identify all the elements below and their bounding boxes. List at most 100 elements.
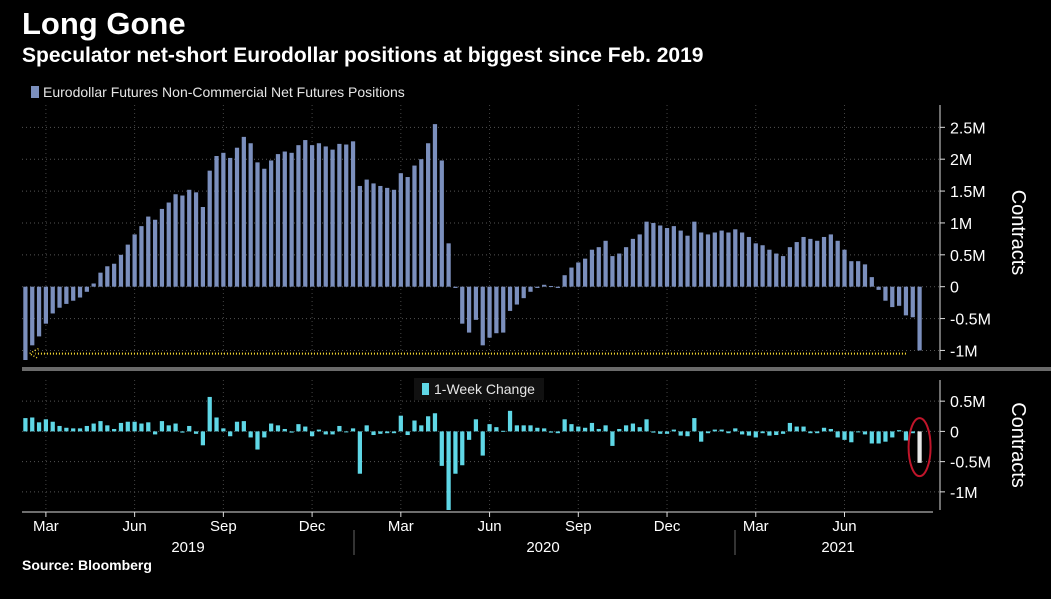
bar-change: [569, 424, 574, 432]
bar-change: [405, 431, 410, 436]
bar-change: [23, 418, 28, 432]
bar-positions: [856, 261, 861, 287]
source-note: Source: Bloomberg: [22, 557, 152, 573]
bar-change: [658, 431, 663, 434]
bar-change: [426, 416, 431, 432]
bar-positions: [630, 238, 636, 287]
bar-positions: [180, 195, 185, 287]
bar-change: [112, 428, 117, 432]
chart-title: Long Gone: [22, 6, 186, 41]
bar-change: [774, 431, 779, 436]
bar-change: [876, 431, 881, 444]
bar-positions: [357, 185, 362, 287]
bar-positions: [685, 235, 690, 287]
bar-change: [282, 428, 287, 432]
bar-positions: [275, 154, 281, 287]
bar-change: [323, 431, 328, 435]
bar-change: [309, 431, 315, 437]
bar-positions: [398, 173, 403, 287]
bar-positions: [521, 286, 526, 299]
bar-change: [808, 431, 813, 434]
chart-subtitle: Speculator net-short Eurodollar position…: [22, 44, 704, 67]
bar-positions: [896, 286, 902, 306]
y-tick-label-positions: 0.5M: [950, 248, 986, 265]
bar-change: [856, 431, 861, 433]
bar-positions: [262, 168, 267, 287]
bar-positions: [193, 192, 199, 287]
bar-change: [828, 428, 833, 432]
bar-change: [896, 430, 902, 432]
x-tick-label: Jun: [477, 518, 501, 535]
bar-positions: [337, 143, 342, 287]
bar-change: [917, 431, 922, 463]
bar-positions: [535, 286, 540, 288]
legend-swatch-positions: [31, 86, 39, 98]
bar-positions: [542, 284, 547, 287]
bar-positions: [664, 228, 670, 287]
bar-positions: [849, 261, 854, 287]
bar-change: [521, 425, 526, 432]
bar-positions: [589, 249, 595, 287]
bar-change: [152, 431, 158, 435]
bar-change: [589, 422, 595, 432]
bar-change: [71, 428, 76, 432]
bar-positions: [166, 202, 171, 287]
x-tick-label: Mar: [388, 518, 414, 535]
bar-change: [344, 431, 349, 433]
bar-change: [705, 431, 711, 434]
bar-positions: [214, 156, 219, 287]
y-tick-label-change: 0: [950, 424, 959, 441]
bar-change: [726, 431, 731, 434]
bar-change: [166, 425, 171, 432]
bar-change: [664, 431, 670, 434]
bar-positions: [692, 221, 697, 287]
panel-separator: [22, 367, 1051, 371]
bar-change: [255, 431, 260, 450]
bar-change: [501, 430, 506, 432]
bar-change: [398, 415, 403, 432]
bar-change: [77, 428, 83, 432]
bar-positions: [876, 286, 881, 290]
bar-positions: [439, 160, 444, 287]
bar-positions: [255, 162, 260, 287]
bar-positions: [419, 159, 424, 287]
bar-change: [890, 431, 895, 438]
x-tick-label: Dec: [654, 518, 681, 535]
bar-positions: [391, 189, 397, 287]
bar-positions: [146, 216, 151, 287]
bar-positions: [64, 286, 69, 304]
bar-positions: [733, 229, 738, 287]
bar-change: [617, 428, 622, 432]
bar-change: [173, 423, 178, 432]
bar-positions: [555, 286, 560, 288]
bar-positions: [132, 234, 137, 287]
bar-change: [385, 431, 390, 434]
bar-change: [316, 429, 322, 432]
bar-positions: [603, 240, 608, 287]
bar-positions: [903, 286, 909, 316]
bar-positions: [289, 152, 294, 287]
bar-positions: [303, 140, 308, 287]
x-tick-label: Jun: [832, 518, 856, 535]
bar-positions: [316, 143, 322, 287]
bar-change: [719, 429, 724, 432]
bar-change: [815, 431, 820, 434]
bar-positions: [821, 236, 827, 287]
bar-change: [453, 431, 458, 474]
bar-change: [753, 431, 758, 438]
bar-positions: [712, 232, 717, 287]
bar-change: [644, 419, 649, 432]
year-label: 2020: [526, 539, 559, 556]
bar-change: [64, 427, 69, 432]
y-tick-label-positions: -0.5M: [950, 312, 991, 329]
bar-change: [50, 421, 55, 432]
bar-change: [57, 425, 62, 432]
bar-change: [883, 431, 888, 442]
bar-positions: [740, 232, 745, 287]
legend-swatch-change: [422, 383, 429, 395]
legend-change: [414, 378, 544, 400]
bar-positions: [385, 187, 390, 287]
bar-change: [692, 418, 697, 432]
bar-positions: [98, 272, 103, 287]
bar-positions: [862, 264, 868, 287]
